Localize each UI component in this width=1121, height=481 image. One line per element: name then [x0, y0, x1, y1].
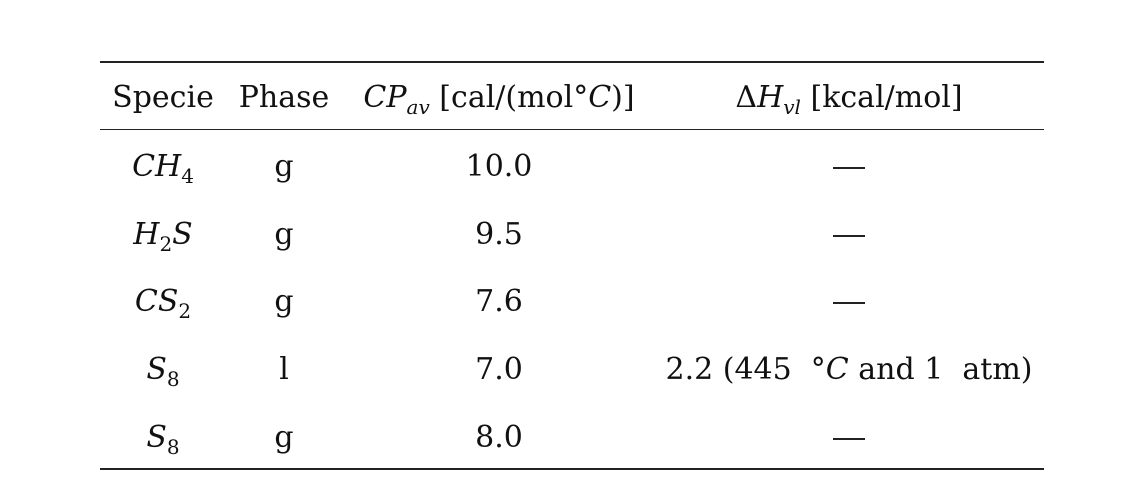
- row-5-dh: —: [833, 420, 865, 456]
- row-2-species: H2S: [133, 217, 193, 256]
- row-4-dh: 2.2 (445 °C and 1 atm): [665, 352, 1032, 388]
- row-3-cp: 7.6: [475, 284, 523, 319]
- header-cp: CPav [cal/(mol°C)]: [363, 80, 635, 119]
- header-dh-sub: vl: [783, 95, 801, 119]
- row-1-species-sub: 4: [181, 164, 194, 188]
- row-4-species-sub: 8: [166, 367, 180, 391]
- header-dh-delta: ΔH: [735, 80, 783, 115]
- header-phase: Phase: [238, 80, 330, 115]
- row-2-cp: 9.5: [475, 217, 523, 252]
- row-2-species-tail: S: [172, 217, 193, 252]
- row-4-species-main: S: [146, 352, 167, 387]
- row-5-cp: 8.0: [475, 420, 523, 455]
- header-cp-unit-open: [cal/(mol°: [429, 80, 589, 115]
- row-3-phase: g: [274, 284, 294, 319]
- header-cp-unit-close: )]: [611, 80, 635, 115]
- row-3-species-sub: 2: [178, 299, 192, 323]
- row-2-species-main: H: [133, 217, 160, 252]
- row-2-dh-dash: [833, 235, 865, 237]
- row-5-species: S8: [146, 420, 180, 459]
- header-cp-symbol: CP: [363, 80, 407, 115]
- row-2-dh: —: [833, 217, 865, 253]
- row-5-phase: g: [274, 420, 294, 455]
- header-rule: [100, 129, 1044, 130]
- row-5-species-sub: 8: [166, 435, 180, 459]
- row-4-dh-pre: 2.2 (445 °: [665, 352, 826, 387]
- row-3-dh: —: [833, 284, 865, 320]
- row-1-species-main: CH: [132, 149, 182, 184]
- top-rule: [100, 61, 1044, 63]
- row-1-dh: —: [833, 149, 865, 185]
- bottom-rule: [100, 468, 1044, 470]
- row-5-species-main: S: [146, 420, 167, 455]
- row-3-species-main: CS: [134, 284, 179, 319]
- row-4-phase: l: [279, 352, 289, 387]
- row-1-cp: 10.0: [465, 149, 533, 184]
- row-2-species-sub: 2: [159, 232, 173, 256]
- row-2-phase: g: [274, 217, 294, 252]
- row-3-species: CS2: [134, 284, 192, 323]
- header-specie: Specie: [112, 80, 214, 115]
- row-1-species: CH4: [132, 149, 194, 188]
- row-4-dh-c: C: [825, 352, 849, 387]
- header-cp-unit-c: C: [588, 80, 612, 115]
- row-4-species: S8: [146, 352, 180, 391]
- row-5-dh-dash: [833, 438, 865, 440]
- header-cp-sub: av: [406, 95, 430, 119]
- row-1-dh-dash: [833, 167, 865, 169]
- row-3-dh-dash: [833, 302, 865, 304]
- header-dh: ΔHvl [kcal/mol]: [735, 80, 963, 119]
- header-dh-unit: [kcal/mol]: [800, 80, 963, 115]
- header-dh-symbol: ΔH: [735, 80, 784, 115]
- row-4-cp: 7.0: [475, 352, 523, 387]
- row-1-phase: g: [274, 149, 294, 184]
- row-4-dh-post: and 1 atm): [848, 352, 1033, 387]
